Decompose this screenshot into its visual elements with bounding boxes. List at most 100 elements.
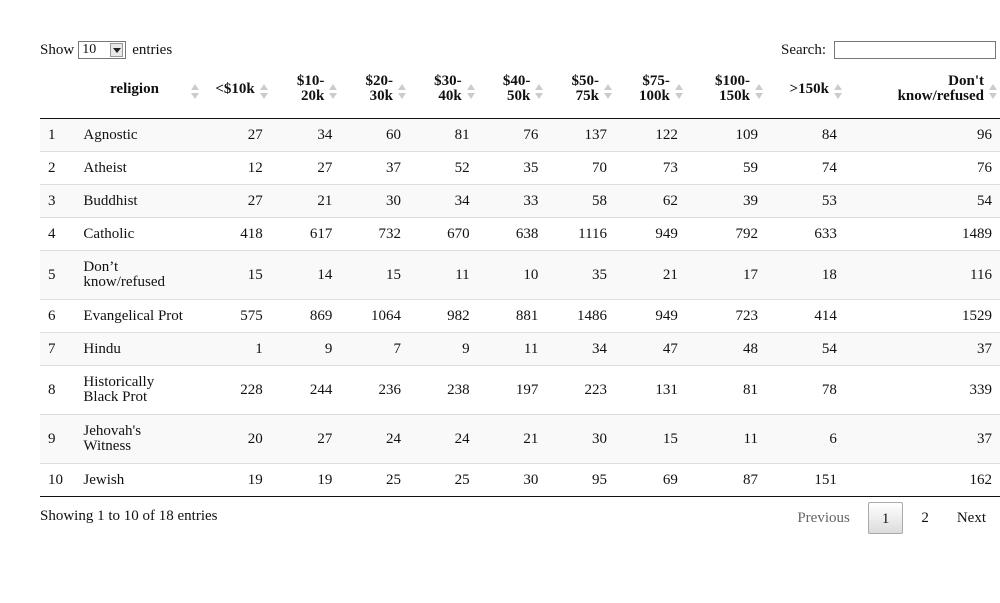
row-index: 6 — [40, 299, 76, 333]
value-cell: 73 — [615, 151, 686, 185]
religion-cell: Agnostic — [75, 118, 202, 152]
column-header-label-line1: $40- — [502, 73, 531, 89]
column-header[interactable]: religion — [75, 72, 202, 119]
column-header-label: 20k — [300, 88, 325, 104]
column-header-label-line1: $75- — [642, 73, 670, 89]
value-cell: 34 — [270, 118, 341, 152]
page-button-1[interactable]: 1 — [867, 502, 904, 534]
value-cell: 1486 — [546, 299, 616, 333]
religion-name-line2: Black Prot — [83, 389, 148, 405]
sort-icon[interactable] — [833, 84, 842, 100]
value-cell: 15 — [615, 414, 686, 464]
value-cell: 723 — [685, 299, 766, 333]
search-input[interactable] — [834, 41, 996, 59]
value-cell: 339 — [844, 365, 1000, 415]
sort-icon[interactable] — [604, 84, 613, 100]
value-cell: 17 — [685, 250, 766, 300]
value-cell: 151 — [766, 463, 845, 497]
column-header-label-line1: $50- — [571, 73, 600, 89]
row-index: 9 — [40, 414, 76, 464]
value-cell: 25 — [340, 463, 409, 497]
value-cell: 70 — [546, 151, 616, 185]
page-button-2[interactable]: 2 — [921, 510, 929, 526]
page-length-value: 10 — [82, 42, 97, 57]
value-cell: 792 — [685, 217, 766, 251]
religion-cell: Atheist — [75, 151, 202, 185]
column-header[interactable]: $40- 50k — [477, 72, 547, 119]
sort-icon[interactable] — [674, 84, 683, 100]
sort-icon[interactable] — [755, 84, 763, 100]
value-cell: 869 — [270, 299, 341, 333]
value-cell: 37 — [340, 151, 409, 185]
value-cell: 59 — [685, 151, 766, 185]
value-cell: 52 — [409, 151, 478, 185]
value-cell: 24 — [340, 414, 409, 464]
value-cell: 76 — [477, 118, 547, 152]
value-cell: 21 — [477, 414, 547, 464]
sort-icon[interactable] — [466, 84, 475, 100]
value-cell: 87 — [685, 463, 766, 497]
value-cell: 949 — [615, 217, 686, 251]
column-header-index — [40, 72, 76, 119]
row-index: 10 — [40, 463, 76, 497]
column-header[interactable]: $100- 150k — [685, 72, 766, 119]
table-controls: Show 10 entries Search: — [40, 41, 1000, 63]
column-header[interactable]: >150k — [766, 72, 845, 119]
sort-icon[interactable] — [989, 84, 997, 100]
value-cell: 27 — [201, 184, 271, 218]
value-cell: 1 — [201, 332, 271, 366]
value-cell: 109 — [685, 118, 766, 152]
value-cell: 1489 — [844, 217, 1000, 251]
value-cell: 6 — [766, 414, 845, 464]
table-row: 9 Jehovah's Witness 20 27 24 24 21 30 15 11 6 37 — [40, 414, 1000, 464]
sort-icon[interactable] — [535, 84, 544, 100]
religion-name: Jehovah's — [83, 423, 142, 439]
religion-name: Catholic — [83, 225, 135, 242]
column-header[interactable]: Don't know/refused — [844, 72, 1000, 119]
column-header-label: 50k — [507, 88, 531, 104]
column-header[interactable]: $20- 30k — [340, 72, 409, 119]
value-cell: 236 — [340, 365, 409, 415]
value-cell: 30 — [340, 184, 409, 218]
value-cell: 74 — [766, 151, 845, 185]
sort-icon[interactable] — [190, 84, 199, 100]
sort-icon[interactable] — [329, 84, 338, 100]
row-index: 1 — [40, 118, 76, 152]
value-cell: 25 — [409, 463, 478, 497]
sort-icon[interactable] — [259, 84, 268, 100]
column-header[interactable]: $75- 100k — [615, 72, 686, 119]
value-cell: 96 — [844, 118, 1000, 152]
previous-button[interactable]: Previous — [797, 510, 850, 526]
column-header[interactable]: $10- 20k — [270, 72, 341, 119]
page-length-select[interactable]: 10 — [78, 41, 127, 59]
value-cell: 12 — [201, 151, 271, 185]
value-cell: 69 — [615, 463, 686, 497]
religion-name: Historically — [83, 374, 155, 390]
value-cell: 982 — [409, 299, 478, 333]
value-cell: 1064 — [340, 299, 409, 333]
value-cell: 228 — [201, 365, 271, 415]
value-cell: 575 — [201, 299, 271, 333]
value-cell: 19 — [270, 463, 341, 497]
dropdown-arrow-icon[interactable] — [110, 43, 124, 57]
value-cell: 11 — [685, 414, 766, 464]
column-header[interactable]: <$10k — [201, 72, 271, 119]
value-cell: 418 — [201, 217, 271, 251]
value-cell: 95 — [546, 463, 616, 497]
table-info: Showing 1 to 10 of 18 entries — [40, 508, 218, 524]
religion-cell: Hindu — [75, 332, 202, 366]
column-header[interactable]: $30- 40k — [409, 72, 478, 119]
column-header-label: >150k — [789, 80, 829, 97]
column-header[interactable]: $50- 75k — [546, 72, 616, 119]
religion-name: Agnostic — [83, 126, 138, 143]
column-header-label-line1: $10- — [296, 73, 325, 89]
next-button[interactable]: Next — [956, 510, 986, 526]
value-cell: 197 — [477, 365, 547, 415]
value-cell: 244 — [270, 365, 341, 415]
value-cell: 37 — [844, 414, 1000, 464]
religion-name: Hindu — [83, 340, 121, 357]
sort-icon[interactable] — [398, 84, 406, 100]
table-row: 1 Agnostic 27 34 60 81 76 137 122 109 84 96 — [40, 118, 1000, 152]
religion-name: Buddhist — [83, 192, 138, 209]
data-table: religion <$10k $10- 20k $20- 30k $30- 40k $40- 50… — [40, 72, 1000, 497]
